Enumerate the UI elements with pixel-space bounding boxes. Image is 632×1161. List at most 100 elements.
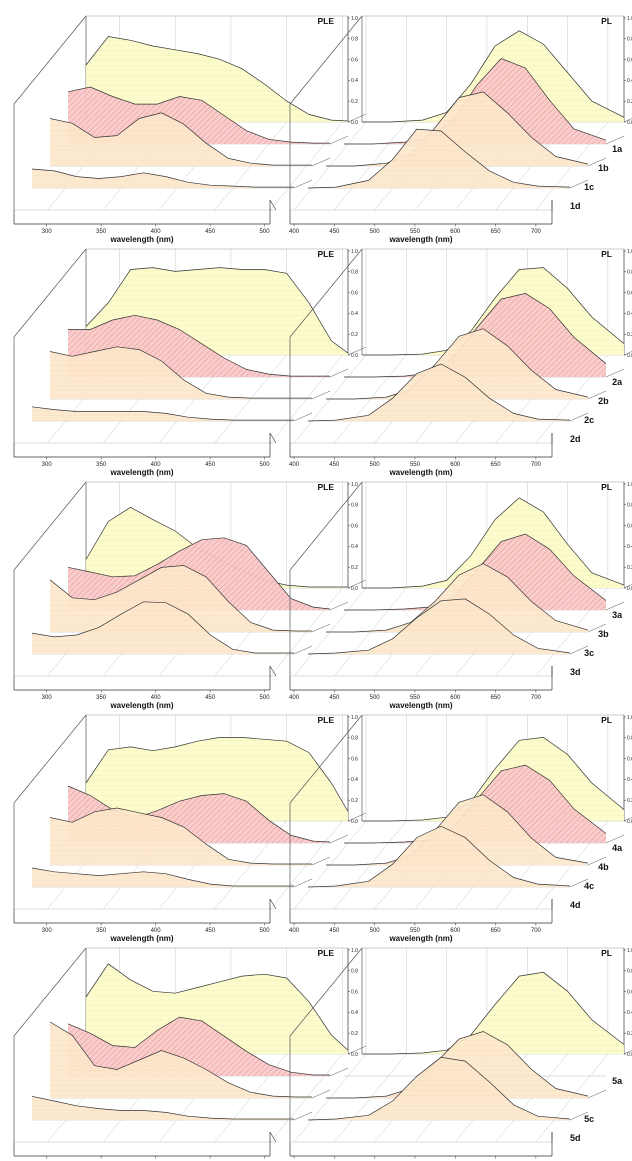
baseline-tail xyxy=(623,1050,632,1055)
series-label-1c: 1c xyxy=(584,182,594,192)
x-tick-label: 500 xyxy=(260,695,271,701)
baseline-tail xyxy=(347,579,367,589)
y-tick-label: 0.0 xyxy=(351,819,358,825)
baseline-tail xyxy=(311,856,331,866)
baseline-tail xyxy=(569,412,589,422)
y-tick-label: 1.0 xyxy=(351,948,358,954)
x-tick-label: 350 xyxy=(96,695,107,701)
x-axis-label: wavelength (nm) xyxy=(388,934,452,943)
x-axis-label: wavelength (nm) xyxy=(109,701,173,710)
series-line-d xyxy=(31,867,294,887)
x-axis-edge xyxy=(269,199,277,211)
y-tick-label: 0.6 xyxy=(627,523,632,529)
y-tick-label: 0.6 xyxy=(627,989,632,995)
series-label-5c: 5c xyxy=(584,1114,594,1124)
y-tick-label: 0.8 xyxy=(351,503,358,509)
x-tick-label: 500 xyxy=(370,462,381,468)
y-tick-label: 0.0 xyxy=(351,353,358,359)
y-tick-label: 0.0 xyxy=(627,586,632,592)
panel-pl-5: 0.00.20.40.60.81.0400450500550600650700w… xyxy=(289,947,632,1159)
y-axis: 0.0 0.2 0.4 0.6 0.8 1.0 xyxy=(347,715,358,825)
baseline-tail xyxy=(293,645,313,655)
y-axis: 0.0 0.2 0.4 0.6 0.8 1.0 xyxy=(623,16,632,126)
x-axis: 300 350 400 450 500 xyxy=(13,432,277,468)
baseline-tail xyxy=(347,113,367,123)
y-axis: 0.0 0.2 0.4 0.6 0.8 1.0 xyxy=(347,249,358,359)
panel-ple-2: 0.0 0.2 0.4 0.6 0.8 1.0 300 350 400 450 500 wavelen… xyxy=(13,248,367,477)
x-tick-label: 500 xyxy=(370,229,381,235)
series-label-4c: 4c xyxy=(584,881,594,891)
panel-label: PL xyxy=(601,948,612,958)
baseline-tail xyxy=(587,157,607,167)
y-tick-label: 1.0 xyxy=(627,249,632,255)
x-axis: 300 350 400 450 500 xyxy=(13,199,277,235)
y-tick-label: 0.6 xyxy=(351,756,358,762)
baseline-tail xyxy=(329,368,349,378)
panel-pl-1: 0.0 0.2 0.4 0.6 0.8 1.0 400 450 500 550 600 650 700 w… xyxy=(289,15,632,244)
x-tick-label: 450 xyxy=(205,462,216,468)
y-tick-label: 0.6 xyxy=(351,57,358,63)
series-area-d xyxy=(308,1057,570,1120)
panel-label: PL xyxy=(601,16,612,26)
series-area-b xyxy=(68,1017,330,1076)
side-wall-edge xyxy=(289,248,363,338)
series-area-d xyxy=(308,826,570,887)
x-tick-label: 650 xyxy=(491,695,502,701)
series-line-c xyxy=(49,565,312,632)
y-tick-label: 0.2 xyxy=(351,1031,358,1037)
x-axis-edge xyxy=(269,898,277,910)
y-tick-label: 1.0 xyxy=(351,16,358,22)
x-tick-label: 600 xyxy=(450,462,461,468)
series-label-3a: 3a xyxy=(612,610,623,620)
x-tick-label: 700 xyxy=(531,695,542,701)
x-axis-label: wavelength (nm) xyxy=(109,235,173,244)
series-line-a xyxy=(85,267,349,354)
baseline-tail xyxy=(623,584,632,589)
y-tick-label: 0.0 xyxy=(351,586,358,592)
series-area-c xyxy=(326,794,588,865)
series-line-d xyxy=(31,406,294,421)
baseline-tail xyxy=(587,623,607,633)
panel-ple-5: 0.00.20.40.60.81.0300350400450500wavelen… xyxy=(13,947,367,1159)
y-tick-label: 0.2 xyxy=(351,332,358,338)
series-area-c xyxy=(50,1022,312,1098)
panel-pl-3: 0.0 0.2 0.4 0.6 0.8 1.0 400 450 500 550 600 650 700 w… xyxy=(289,481,632,710)
y-tick-label: 1.0 xyxy=(351,482,358,488)
baseline-tail xyxy=(605,834,625,844)
x-tick-label: 400 xyxy=(151,229,162,235)
y-tick-label: 0.8 xyxy=(627,503,632,509)
series-label-3d: 3d xyxy=(570,667,581,677)
baseline-tail xyxy=(329,135,349,145)
panel-label: PL xyxy=(601,715,612,725)
x-tick-label: 700 xyxy=(531,928,542,934)
x-tick-label: 600 xyxy=(450,928,461,934)
y-axis: 0.0 0.2 0.4 0.6 0.8 1.0 xyxy=(623,715,632,825)
x-tick-label: 550 xyxy=(410,229,421,235)
y-tick-label: 0.6 xyxy=(627,290,632,296)
series-line-a xyxy=(362,30,625,123)
series-line-a xyxy=(362,971,625,1055)
series-line-b xyxy=(67,1016,330,1076)
y-tick-label: 0.6 xyxy=(351,989,358,995)
x-tick-label: 650 xyxy=(491,229,502,235)
series-line-c xyxy=(326,1031,589,1099)
baseline-tail xyxy=(587,390,607,400)
side-wall-edge xyxy=(289,947,363,1037)
x-tick-label: 700 xyxy=(531,229,542,235)
y-axis: 0.0 0.2 0.4 0.6 0.8 1.0 xyxy=(623,249,632,359)
y-tick-label: 0.8 xyxy=(351,270,358,276)
y-tick-label: 0.6 xyxy=(351,523,358,529)
x-tick-label: 450 xyxy=(329,462,340,468)
x-tick-label: 500 xyxy=(370,695,381,701)
x-axis-edge xyxy=(269,432,277,444)
x-tick-label: 700 xyxy=(531,462,542,468)
series-area-b xyxy=(344,534,606,610)
baseline-tail xyxy=(587,1089,607,1099)
baseline-tail xyxy=(347,1045,367,1055)
y-tick-label: 0.4 xyxy=(627,777,632,783)
y-tick-label: 0.2 xyxy=(351,565,358,571)
series-line-a xyxy=(362,737,625,822)
y-tick-label: 1.0 xyxy=(627,482,632,488)
y-tick-label: 0.0 xyxy=(627,353,632,359)
x-axis-label: wavelength (nm) xyxy=(109,934,173,943)
